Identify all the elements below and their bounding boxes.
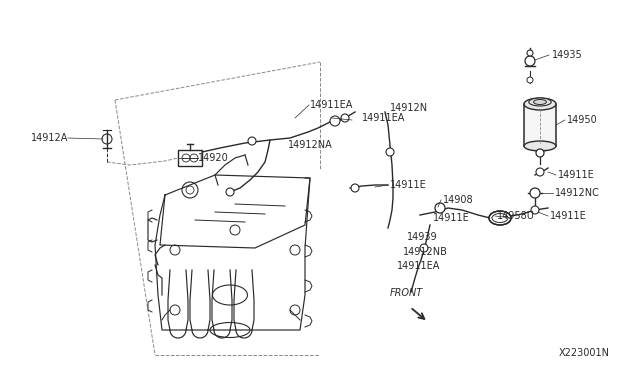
Ellipse shape [524,141,556,151]
Circle shape [341,114,349,122]
Ellipse shape [524,98,556,110]
Circle shape [435,203,445,213]
Text: 14912A: 14912A [31,133,68,143]
Circle shape [420,244,428,252]
Circle shape [531,206,539,214]
Text: 14958U: 14958U [497,211,535,221]
Ellipse shape [529,98,551,106]
Text: 14912NC: 14912NC [555,188,600,198]
Text: 14939: 14939 [407,232,438,242]
Circle shape [536,168,544,176]
Text: 14911EA: 14911EA [397,261,440,271]
Text: 14911E: 14911E [558,170,595,180]
Ellipse shape [534,99,547,105]
Circle shape [248,137,256,145]
Text: 14912N: 14912N [390,103,428,113]
Text: X223001N: X223001N [559,348,610,358]
Circle shape [527,50,533,56]
Circle shape [386,148,394,156]
Text: 14908: 14908 [443,195,474,205]
Ellipse shape [489,211,511,225]
Text: 14911E: 14911E [550,211,587,221]
Circle shape [527,77,533,83]
Circle shape [536,149,544,157]
Circle shape [330,116,340,126]
Bar [524,104,556,146]
Text: 14911EA: 14911EA [310,100,353,110]
Text: 14911EA: 14911EA [362,113,405,123]
Text: FRONT: FRONT [390,288,423,298]
Circle shape [226,188,234,196]
Text: 14911E: 14911E [433,213,470,223]
Text: 14912NA: 14912NA [288,140,333,150]
Text: 14911E: 14911E [390,180,427,190]
Circle shape [525,56,535,66]
Text: 14935: 14935 [552,50,583,60]
Text: 14920: 14920 [198,153,228,163]
Circle shape [530,188,540,198]
Text: 14950: 14950 [567,115,598,125]
Circle shape [351,184,359,192]
Text: 14912NB: 14912NB [403,247,448,257]
